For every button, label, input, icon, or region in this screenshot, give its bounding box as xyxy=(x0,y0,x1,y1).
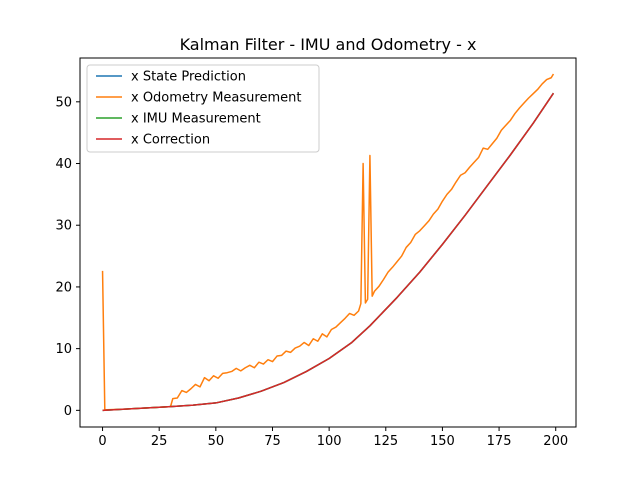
x-tick-label: 75 xyxy=(264,434,281,449)
legend-label: x IMU Measurement xyxy=(131,112,261,127)
x-tick-label: 175 xyxy=(487,434,512,449)
legend-box xyxy=(86,64,320,153)
legend-label: x State Prediction xyxy=(131,70,246,85)
x-axis-ticks: 0 25 50 75 100 125 150 175 200 xyxy=(98,427,568,449)
series-line-3 xyxy=(102,92,555,412)
chart-title: Kalman Filter - IMU and Odometry - x xyxy=(180,35,477,54)
y-tick-label: 50 xyxy=(55,95,72,110)
y-tick-label: 40 xyxy=(55,157,72,172)
y-tick-label: 20 xyxy=(55,280,72,295)
x-tick-label: 125 xyxy=(373,434,398,449)
series-layer xyxy=(101,73,555,412)
y-axis-ticks: 0 10 20 30 40 50 xyxy=(55,95,80,419)
x-tick-label: 200 xyxy=(543,434,568,449)
legend-label: x Odometry Measurement xyxy=(131,91,301,106)
x-tick-label: 150 xyxy=(430,434,455,449)
x-tick-label: 25 xyxy=(151,434,168,449)
y-tick-label: 0 xyxy=(64,404,72,419)
x-tick-label: 50 xyxy=(208,434,225,449)
plot-area-frame xyxy=(79,57,577,428)
series-line-1 xyxy=(101,73,555,411)
x-tick-label: 0 xyxy=(98,434,106,449)
legend: x State Prediction x Odometry Measurement… xyxy=(86,64,320,153)
x-tick-label: 100 xyxy=(317,434,342,449)
legend-entries: x State Prediction x Odometry Measurement… xyxy=(96,70,301,148)
legend-label: x Correction xyxy=(131,133,210,148)
y-tick-label: 30 xyxy=(55,219,72,234)
y-tick-label: 10 xyxy=(55,342,72,357)
